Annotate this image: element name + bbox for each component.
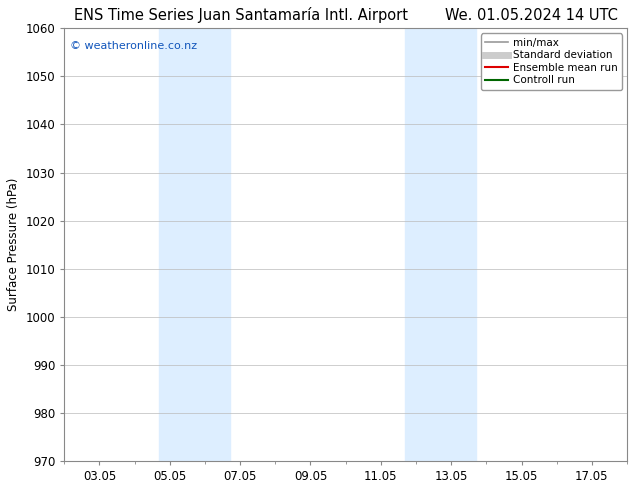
Bar <box>406 28 476 461</box>
Text: © weatheronline.co.nz: © weatheronline.co.nz <box>70 41 197 51</box>
Y-axis label: Surface Pressure (hPa): Surface Pressure (hPa) <box>7 178 20 311</box>
Title: ENS Time Series Juan Santamaría Intl. Airport        We. 01.05.2024 14 UTC: ENS Time Series Juan Santamaría Intl. Ai… <box>74 7 618 23</box>
Bar <box>159 28 230 461</box>
Legend: min/max, Standard deviation, Ensemble mean run, Controll run: min/max, Standard deviation, Ensemble me… <box>481 33 622 90</box>
